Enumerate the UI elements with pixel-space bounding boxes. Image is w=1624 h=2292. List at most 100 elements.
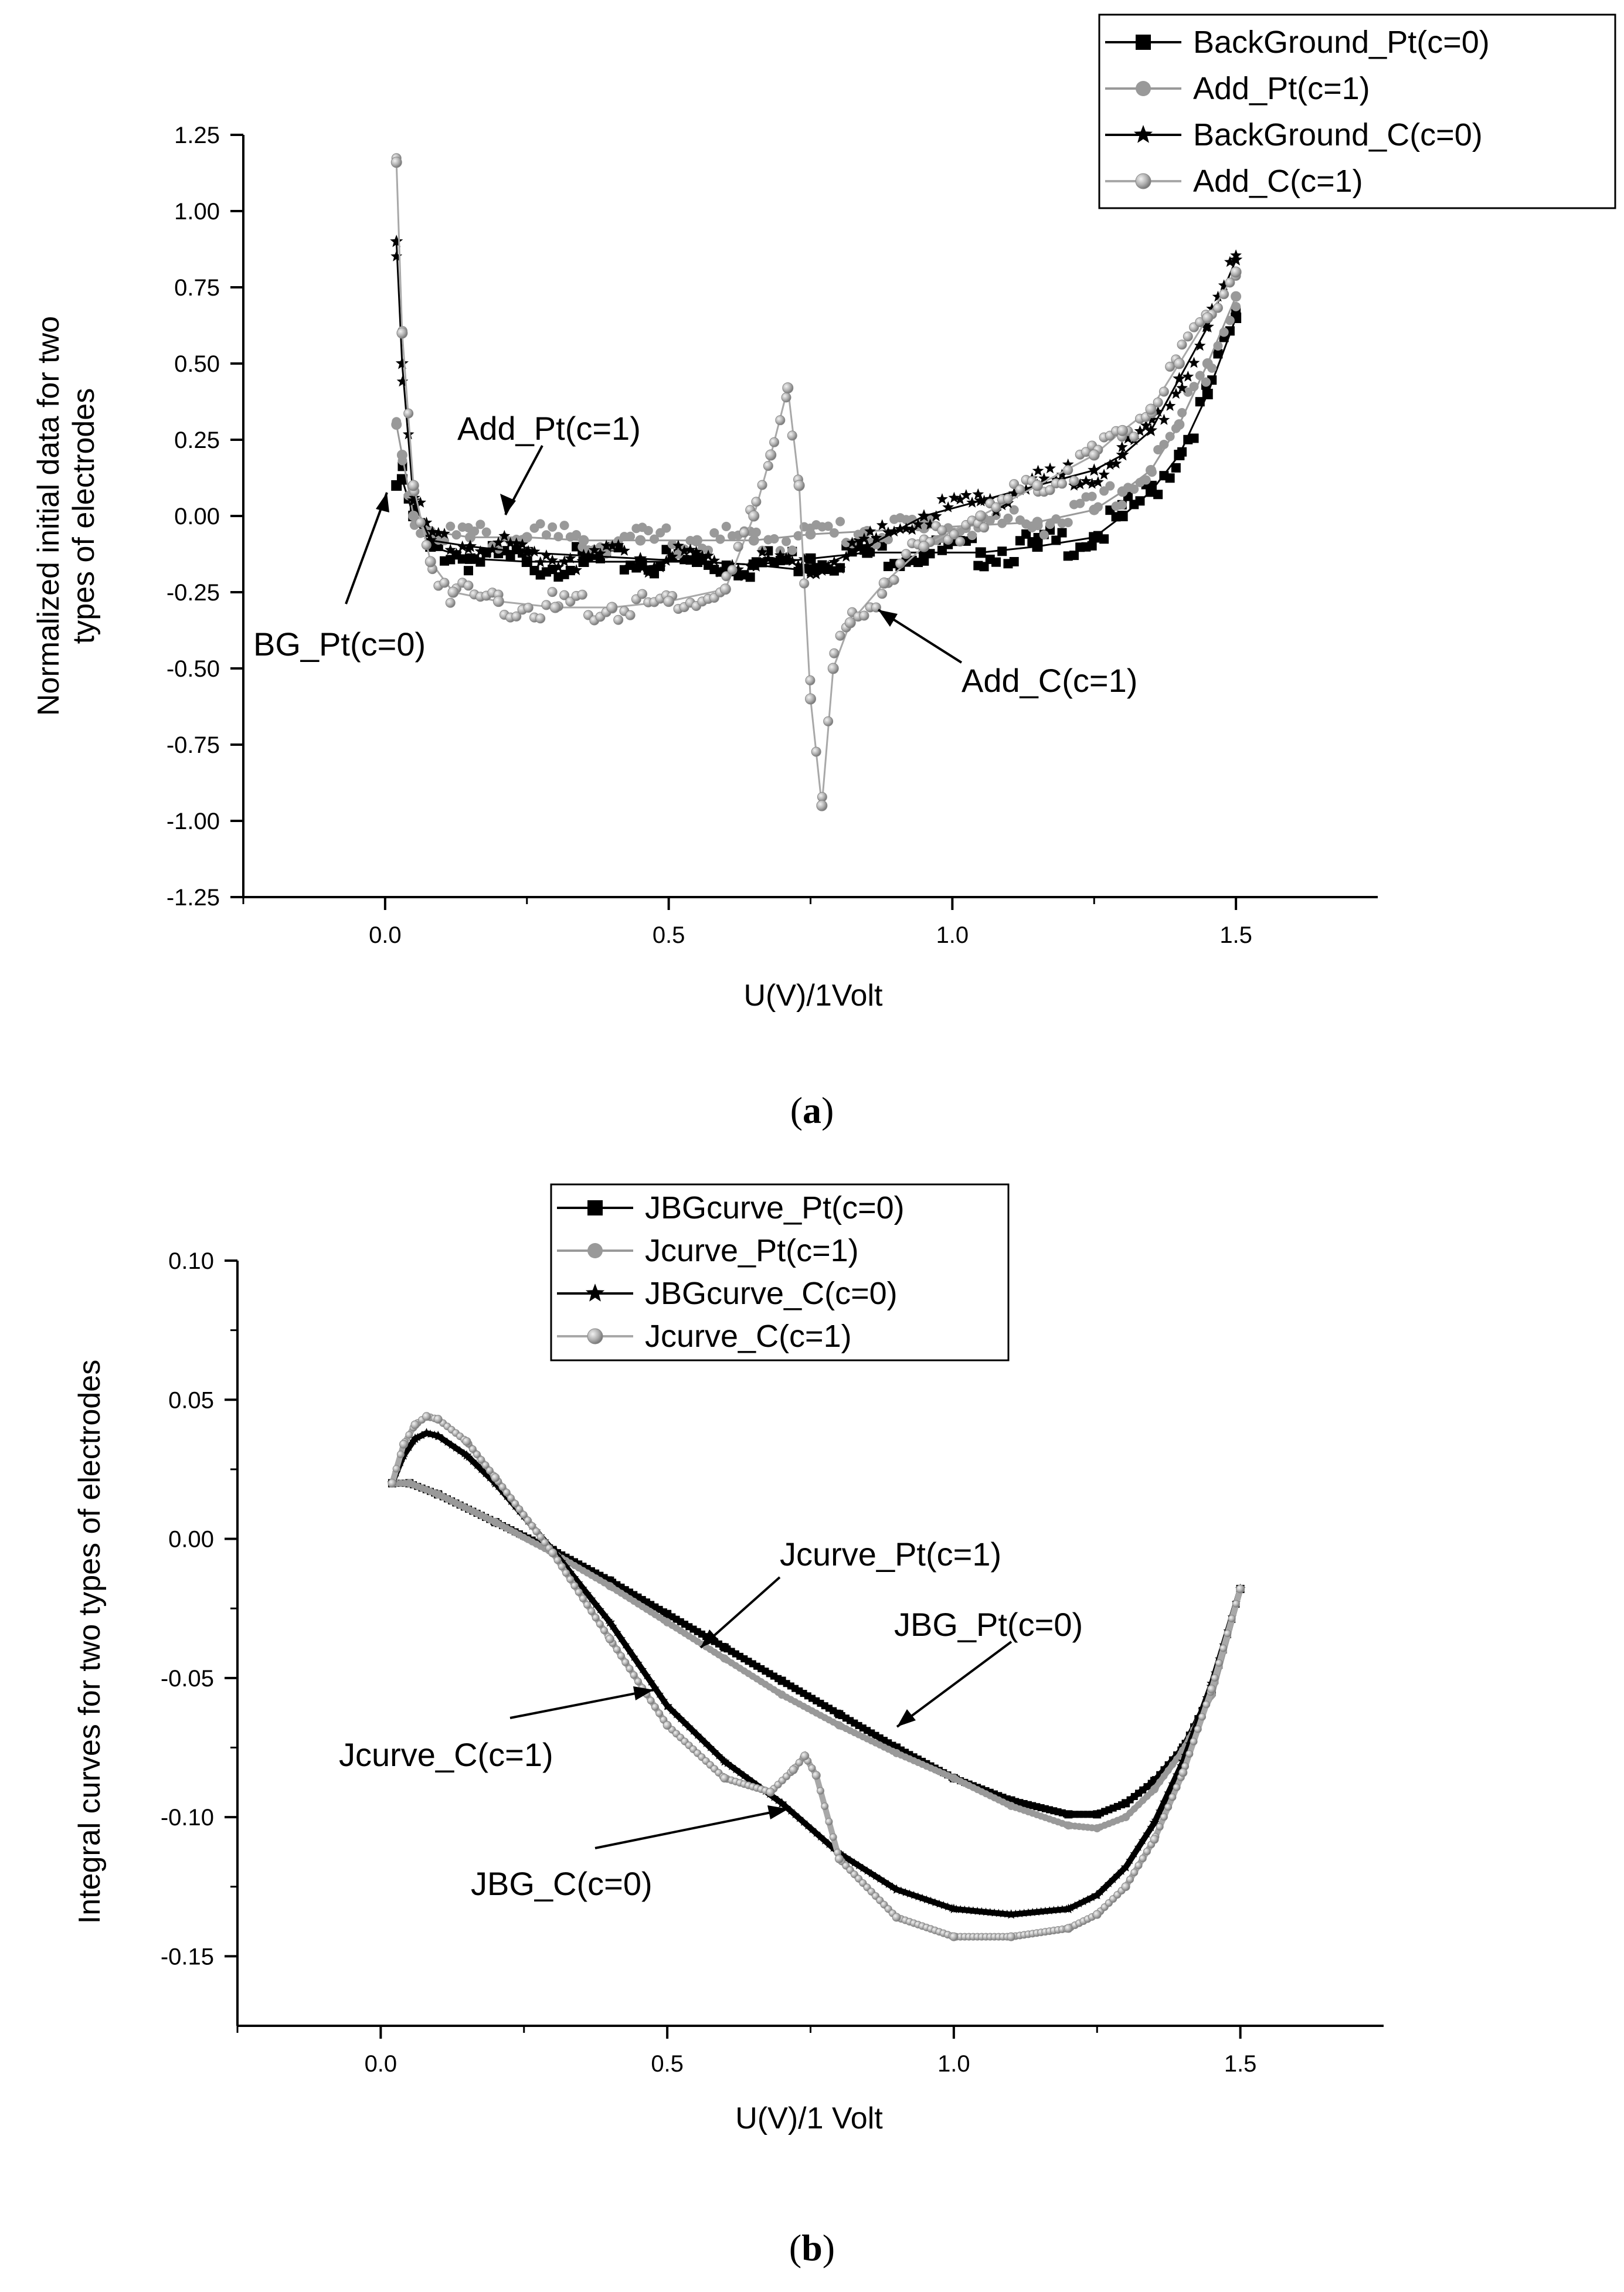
chart-b-series-jcurve-c-c-1-point — [1121, 1882, 1130, 1892]
chart-b-y-label: Integral curves for two types of electro… — [73, 1360, 107, 1924]
chart-b-series-jbgcurve-c-c-0-marker — [574, 1578, 583, 1587]
chart-a-series-background-pt-c-0-marker — [457, 554, 467, 564]
chart-a-series-add-c-c-1-marker — [547, 587, 558, 597]
chart-a-series-background-c-c-0-point — [747, 558, 760, 571]
chart-b-series-jbgcurve-c-c-0-marker — [1155, 1807, 1164, 1815]
chart-a-series-background-c-c-0-marker — [648, 561, 660, 572]
chart-a-series-add-c-c-1-marker — [805, 675, 816, 685]
chart-a-series-background-c-c-0-marker — [924, 518, 936, 530]
chart-a-series-add-c-c-1-marker — [991, 502, 1001, 512]
chart-a-series-add-pt-c-1-marker — [793, 531, 803, 541]
chart-b-x-tick-label: 0.0 — [365, 2051, 397, 2077]
chart-a-series-add-c-c-1-marker — [577, 589, 587, 600]
chart-a-y-label-line2: types of electrodes — [67, 388, 101, 644]
chart-b-legend-item-jcurve-c-c-1-marker — [587, 1328, 603, 1344]
chart-a-series-background-c-c-0-marker — [672, 539, 684, 551]
chart-b-series-jbgcurve-c-c-0-marker — [960, 1905, 969, 1914]
chart-a-series-background-c-c-0-marker — [541, 549, 552, 561]
chart-a-series-background-c-c-0-marker — [756, 546, 768, 558]
chart-a-series-add-pt-c-1-point — [1231, 291, 1242, 302]
chart-a-series-add-c-c-1-point — [918, 541, 930, 552]
chart-a-series-add-pt-c-1-marker — [709, 528, 719, 538]
chart-b-y-tick-label: -0.05 — [161, 1666, 214, 1692]
chart-b-series-jbgcurve-c-c-0-marker — [841, 1853, 851, 1862]
chart-a-series-add-pt-c-1-marker — [1165, 432, 1175, 442]
chart-a-series-background-c-c-0-marker — [1074, 478, 1086, 490]
chart-b-series-jbgcurve-c-c-0-marker — [447, 1440, 456, 1449]
chart-a-series-add-pt-c-1-point — [391, 419, 402, 430]
chart-a-series-add-c-c-1-marker — [781, 392, 791, 403]
chart-b-series-jbgcurve-c-c-0-marker — [739, 1771, 749, 1780]
chart-b-series-jbgcurve-c-c-0-marker — [888, 1882, 897, 1891]
chart-a-series-add-c-c-1-point — [782, 382, 794, 394]
chart-b-series-jcurve-c-c-1-marker — [817, 1787, 825, 1795]
chart-a-series-add-c-c-1-marker — [751, 497, 762, 507]
chart-b-series-jbgcurve-c-c-0-marker — [884, 1879, 893, 1888]
chart-b-series-jbgcurve-c-c-0-marker — [909, 1890, 919, 1899]
chart-b-series-jbgcurve-c-c-0-marker — [604, 1615, 613, 1624]
chart-b-series-jbgcurve-c-c-0-marker — [858, 1863, 868, 1872]
chart-b-annotation-jcurve-pt-text: Jcurve_Pt(c=1) — [780, 1536, 1001, 1573]
chart-a-series-add-c-c-1-marker — [937, 525, 947, 536]
chart-b-arrowhead-jcurve-c — [633, 1686, 654, 1700]
chart-b-series-jcurve-c-c-1-marker — [485, 1466, 494, 1475]
chart-b-series-jbgcurve-c-c-0-marker — [456, 1446, 465, 1455]
chart-a-series-background-c-c-0-marker — [570, 564, 582, 575]
chart-b-legend-item-jbgcurve-pt-c-0: JBGcurve_Pt(c=0) — [557, 1190, 905, 1225]
chart-a-legend-item-background-c-c-0: BackGround_C(c=0) — [1105, 117, 1483, 152]
chart-b-series-jcurve-c-c-1-marker — [1190, 1737, 1198, 1746]
chart-b-series-jbgcurve-c-c-0-marker — [1160, 1797, 1168, 1806]
chart-b-arrowhead-jbg-pt — [897, 1709, 916, 1727]
chart-a-series-add-c-c-1-point — [816, 800, 828, 811]
chart-b-series-jbgcurve-c-c-0-marker — [964, 1906, 974, 1914]
chart-a-series-background-c-c-0-marker — [1152, 406, 1164, 417]
chart-a-series-background-c-c-0-marker — [1182, 371, 1194, 382]
chart-a-series-background-c-c-0-marker — [612, 539, 624, 551]
chart-b-series-jbgcurve-c-c-0-marker — [811, 1828, 821, 1837]
chart-a-series-add-pt-c-1-marker — [650, 534, 660, 544]
chart-a-series-background-c-c-0-marker — [504, 537, 517, 548]
chart-a-series-background-c-c-0-marker — [870, 532, 882, 543]
chart-b-series-jbgcurve-c-c-0-marker — [714, 1751, 723, 1760]
chart-a-series-background-c-c-0-marker — [1122, 432, 1134, 444]
chart-b-series-jbgcurve-c-c-0-point — [891, 1884, 902, 1894]
chart-b-series-jbgcurve-c-c-0-point — [719, 1756, 730, 1766]
chart-a-arrowhead-bg-pt — [376, 493, 389, 512]
chart-b-series-jbgcurve-c-c-0-marker — [629, 1652, 638, 1661]
chart-a-series-add-pt-c-1-marker — [572, 529, 582, 539]
chart-b-series-jbgcurve-c-c-0-marker — [693, 1730, 702, 1739]
chart-a-series-background-c-c-0-marker — [906, 524, 918, 535]
chart-a-series-add-c-c-1-marker — [1153, 397, 1163, 408]
chart-b-series-jcurve-c-c-1-marker — [583, 1601, 592, 1609]
chart-b-series-jcurve-c-c-1-marker — [600, 1627, 609, 1635]
chart-a-series-background-c-c-0-marker — [468, 553, 481, 565]
chart-a-series-background-pt-c-0-point — [1146, 486, 1156, 497]
chart-a-series-background-c-c-0-marker — [456, 540, 468, 552]
chart-b-series-jcurve-c-c-1-marker — [1164, 1803, 1173, 1811]
chart-a-caption: (a) — [790, 1089, 834, 1131]
chart-a-series-background-c-c-0-point — [407, 494, 420, 507]
chart-b-series-jbgcurve-c-c-0-marker — [625, 1646, 634, 1655]
chart-b-series-jcurve-c-c-1-marker — [1126, 1875, 1134, 1883]
chart-b-series-jbgcurve-c-c-0-marker — [634, 1659, 643, 1668]
chart-a-series-add-pt-c-1-marker — [661, 523, 671, 533]
chart-b-annotation-jbg-c: JBG_C(c=0) — [471, 1805, 789, 1902]
chart-a-series-background-c-c-0-point — [917, 509, 931, 522]
chart-a-series-background-c-c-0-marker — [1206, 303, 1218, 314]
chart-a-series-add-c-c-1-marker — [787, 430, 797, 441]
chart-a-series-background-c-c-0-marker — [1218, 279, 1230, 291]
chart-b-series-jbgcurve-c-c-0-marker — [867, 1869, 876, 1877]
chart-a-series-add-pt-c-1-marker — [541, 530, 551, 540]
chart-a-series-background-pt-c-0-marker — [1051, 535, 1061, 545]
chart-a-series-add-c-c-1-point — [407, 480, 419, 491]
chart-a-series-background-c-c-0-marker — [1086, 477, 1098, 489]
chart-b-series-jcurve-c-c-1-marker — [1173, 1783, 1181, 1791]
chart-b-series-jcurve-c-c-1-marker — [592, 1614, 600, 1622]
chart-b-caption-letter: b — [801, 2227, 823, 2269]
chart-b-series-jbgcurve-c-c-0-marker — [1045, 1906, 1054, 1915]
chart-a-series-background-c-c-0-marker — [900, 522, 912, 534]
chart-a-series-background-c-c-0-marker — [510, 537, 522, 549]
chart-b-y-tick-label: 0.05 — [168, 1387, 214, 1413]
chart-b-series-jbgcurve-c-c-0-marker — [956, 1905, 965, 1914]
chart-a-series-background-c-c-0-marker — [858, 532, 870, 544]
